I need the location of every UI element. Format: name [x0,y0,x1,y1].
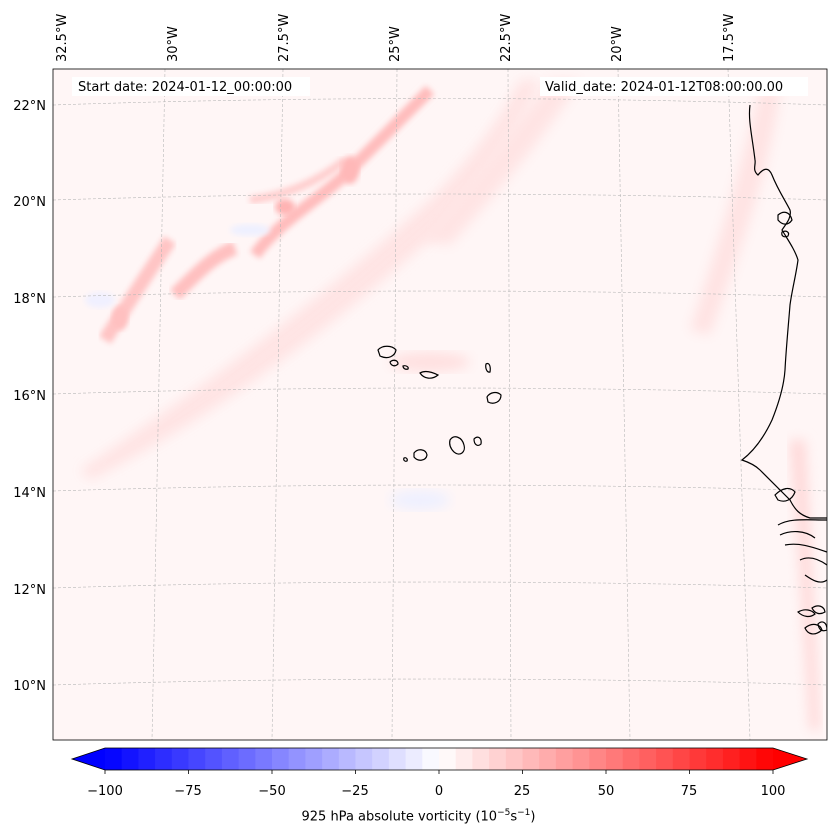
colorbar-level [272,748,290,770]
latitude-labels: 22°N 20°N 18°N 16°N 14°N 12°N 10°N [13,99,46,694]
colorbar-level [205,748,223,770]
lat-label: 10°N [13,679,46,694]
colorbar-label: 925 hPa absolute vorticity (10−5s−1) [301,808,536,825]
colorbar-level [422,748,440,770]
colorbar-tick-label: −25 [341,784,368,799]
colorbar-level [338,748,356,770]
colorbar-tick-label: 0 [435,784,443,799]
colorbar [70,747,809,774]
colorbar-level [505,748,523,770]
map-frame [52,68,828,741]
colorbar-tick-label: 25 [514,784,531,799]
colorbar-level [756,748,774,770]
colorbar-tick-label: 100 [761,784,786,799]
colorbar-level [288,748,306,770]
map-panel [53,69,827,740]
lat-label: 18°N [13,292,46,307]
coastline [377,104,827,635]
colorbar-tick-label: 50 [598,784,615,799]
colorbar-level [522,748,540,770]
colorbar-level [255,748,273,770]
lat-label: 16°N [13,389,46,404]
longitude-labels: 32.5°W 30°W 27.5°W 25°W 22.5°W 20°W 17.5… [55,14,737,62]
colorbar-level [305,748,323,770]
graticule [53,69,827,740]
colorbar-level [171,748,189,770]
lon-label: 20°W [610,26,625,62]
colorbar-level [639,748,657,770]
colorbar-level [539,748,557,770]
colorbar-level [489,748,507,770]
colorbar-level [105,748,123,770]
valid-date-label: Valid_date: 2024-01-12T08:00:00.00 [545,80,783,95]
colorbar-level [388,748,407,770]
start-date-label: Start date: 2024-01-12_00:00:00 [78,80,292,95]
vorticity-field [80,80,820,730]
colorbar-level [656,748,674,770]
colorbar-level [405,748,423,770]
colorbar-extend-min [72,748,105,770]
lon-label: 17.5°W [722,14,737,62]
colorbar-level [372,748,390,770]
colorbar-extend-max [773,748,807,770]
colorbar-level [622,748,640,770]
colorbar-level [188,748,206,770]
colorbar-level [238,748,256,770]
colorbar-level [221,748,240,770]
colorbar-level [706,748,724,770]
colorbar-level [138,748,156,770]
lat-label: 20°N [13,195,46,210]
colorbar-level [472,748,490,770]
lat-label: 12°N [13,583,46,598]
colorbar-level [455,748,473,770]
colorbar-level [722,748,741,770]
colorbar-level [572,748,590,770]
colorbar-ticks: −100 −75 −50 −25 0 25 50 75 100 [87,784,785,799]
colorbar-tick-label: 75 [681,784,698,799]
lon-label: 22.5°W [499,14,514,62]
lon-label: 30°W [166,26,181,62]
lat-label: 14°N [13,486,46,501]
colorbar-level [606,748,624,770]
colorbar-level [672,748,690,770]
colorbar-tick-label: −100 [87,784,123,799]
colorbar-tick-label: −50 [258,784,285,799]
colorbar-level [121,748,139,770]
lon-label: 32.5°W [55,14,70,62]
colorbar-level [355,748,373,770]
colorbar-level [589,748,607,770]
colorbar-level [322,748,340,770]
colorbar-level [555,748,574,770]
colorbar-level [739,748,757,770]
colorbar-tick-label: −75 [174,784,201,799]
colorbar-level [689,748,707,770]
colorbar-level [155,748,173,770]
lat-label: 22°N [13,99,46,114]
lon-label: 25°W [388,26,403,62]
lon-label: 27.5°W [277,14,292,62]
colorbar-level [439,748,457,770]
